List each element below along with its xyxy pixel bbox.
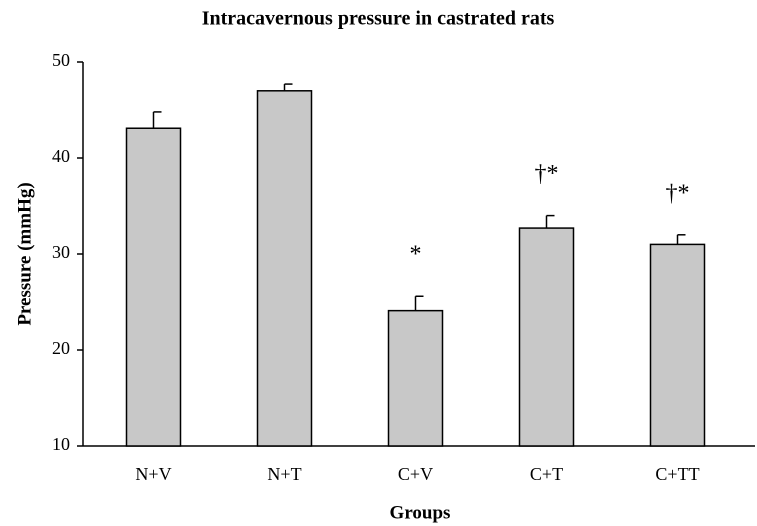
chart-title: Intracavernous pressure in castrated rat… bbox=[202, 8, 555, 30]
x-tick-label: N+T bbox=[267, 464, 301, 484]
x-tick-label: C+V bbox=[398, 464, 433, 484]
y-tick-label: 30 bbox=[52, 242, 70, 262]
bar bbox=[518, 227, 575, 447]
x-tick-label: C+TT bbox=[655, 464, 699, 484]
y-tick-label: 50 bbox=[52, 50, 70, 70]
y-tick-label: 20 bbox=[52, 338, 70, 358]
x-axis-label: Groups bbox=[390, 502, 451, 523]
annotation: †* bbox=[535, 161, 559, 187]
y-tick-label: 10 bbox=[52, 434, 70, 454]
bar bbox=[649, 243, 706, 447]
y-axis-label: Pressure (mmHg) bbox=[14, 182, 35, 325]
y-tick-label: 40 bbox=[52, 146, 70, 166]
bar bbox=[125, 127, 182, 447]
x-tick-label: C+T bbox=[530, 464, 563, 484]
annotation: * bbox=[410, 242, 422, 268]
x-tick-label: N+V bbox=[135, 464, 171, 484]
annotation: †* bbox=[666, 180, 690, 206]
bar bbox=[256, 90, 313, 447]
bar bbox=[387, 309, 444, 447]
